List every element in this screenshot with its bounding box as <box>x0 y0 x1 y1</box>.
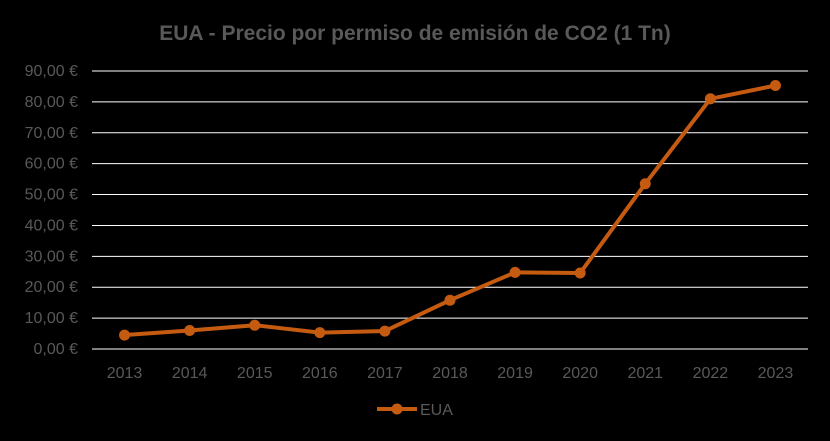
x-tick-label: 2020 <box>562 365 598 382</box>
data-point <box>119 329 131 341</box>
data-point <box>379 325 391 337</box>
y-tick-label: 30,00 € <box>25 248 78 265</box>
x-tick-label: 2022 <box>693 365 729 382</box>
data-point <box>184 324 196 336</box>
gridlines <box>92 70 808 350</box>
data-point <box>314 327 326 339</box>
legend: EUA <box>377 402 453 419</box>
y-tick-label: 0,00 € <box>34 341 79 358</box>
y-tick-label: 70,00 € <box>25 125 78 142</box>
x-tick-label: 2015 <box>237 365 273 382</box>
y-tick-label: 60,00 € <box>25 156 78 173</box>
x-tick-label: 2019 <box>497 365 533 382</box>
x-tick-label: 2023 <box>758 365 794 382</box>
series-group <box>119 80 781 341</box>
x-tick-label: 2014 <box>172 365 208 382</box>
x-tick-label: 2018 <box>432 365 468 382</box>
y-tick-label: 90,00 € <box>25 63 78 80</box>
data-point <box>509 266 521 278</box>
data-point <box>769 80 781 92</box>
x-tick-label: 2013 <box>107 365 143 382</box>
y-tick-label: 40,00 € <box>25 217 78 234</box>
y-tick-label: 20,00 € <box>25 279 78 296</box>
x-tick-label: 2016 <box>302 365 338 382</box>
legend-marker <box>391 403 403 415</box>
legend-label: EUA <box>420 402 453 419</box>
x-tick-label: 2021 <box>627 365 663 382</box>
data-point <box>574 267 586 279</box>
y-tick-label: 10,00 € <box>25 310 78 327</box>
data-point <box>639 178 651 190</box>
data-point <box>704 93 716 105</box>
y-tick-label: 80,00 € <box>25 94 78 111</box>
data-point <box>444 294 456 306</box>
x-axis-ticks: 2013 2014 2015 2016 2017 2018 2019 2020 2021 2022… <box>107 365 794 382</box>
x-tick-label: 2017 <box>367 365 403 382</box>
data-point <box>249 319 261 331</box>
y-axis-ticks: 0,00 € 10,00 € 20,00 € 30,00 € 40,00 € 50,00 … <box>25 63 78 358</box>
y-tick-label: 50,00 € <box>25 187 78 204</box>
chart-title: EUA - Precio por permiso de emisión de C… <box>159 22 671 45</box>
